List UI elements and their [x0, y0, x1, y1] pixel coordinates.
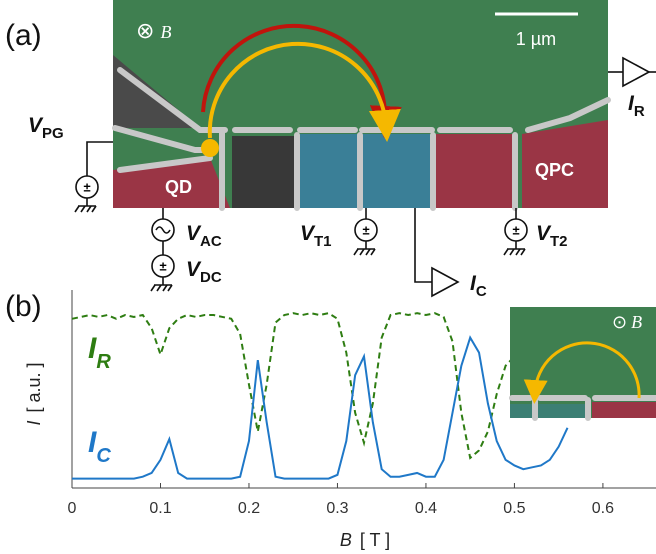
x-tick-label: 0.4: [415, 500, 437, 517]
x-tick-label: 0.6: [592, 500, 614, 517]
scale-bar-label: 1 µm: [516, 29, 556, 49]
v-sub: T2: [550, 233, 568, 250]
field-direction: ⊗B: [136, 18, 171, 43]
i-sub: C: [476, 283, 487, 300]
v-ac-label: VAC: [186, 222, 222, 250]
i-c-label: IC: [470, 272, 487, 300]
v-sub: AC: [200, 233, 222, 250]
x-label-unit: [ T ]: [360, 530, 390, 550]
x-axis-label: B [ T ]: [340, 530, 390, 550]
series-name-sub: R: [96, 351, 111, 373]
field-symbol: ⊗: [136, 18, 154, 43]
series-name-sub: C: [96, 445, 111, 467]
panel-label: (a): [5, 19, 42, 52]
figure: ± (a) ⊗B 1 µm QD QPC VPG VAC VDC VT1 VT2…: [0, 0, 656, 554]
x-tick-label: 0: [68, 500, 77, 517]
v-pg-label: VPG: [28, 114, 64, 142]
i-r-label: IR: [628, 92, 645, 120]
x-tick-label: 0.3: [326, 500, 348, 517]
x-tick-label: 0.5: [503, 500, 525, 517]
v-t1-label: VT1: [300, 222, 332, 250]
field-var: B: [631, 312, 642, 332]
panel-label: (b): [5, 290, 42, 323]
x-tick-label: 0.1: [149, 500, 171, 517]
i-sub: R: [634, 103, 645, 120]
x-label-var: B: [340, 530, 352, 550]
v-sub: T1: [314, 233, 332, 250]
qd-label: QD: [165, 177, 192, 197]
field-symbol: ⊙: [612, 312, 627, 332]
v-t2-label: VT2: [536, 222, 568, 250]
v-dc-label: VDC: [186, 258, 222, 286]
y-axis-label: I [ a.u. ]: [24, 362, 44, 425]
inset-field: ⊙B: [612, 312, 642, 332]
qpc-label: QPC: [535, 160, 574, 180]
x-tick-label: 0.2: [238, 500, 260, 517]
y-label-unit: [ a.u. ]: [24, 362, 44, 412]
series-label: IC: [88, 426, 111, 467]
v-sub: DC: [200, 269, 222, 286]
v-sub: PG: [42, 125, 64, 142]
y-label-var: I: [24, 421, 44, 426]
field-var: B: [160, 22, 171, 42]
series-label: IR: [88, 332, 111, 373]
